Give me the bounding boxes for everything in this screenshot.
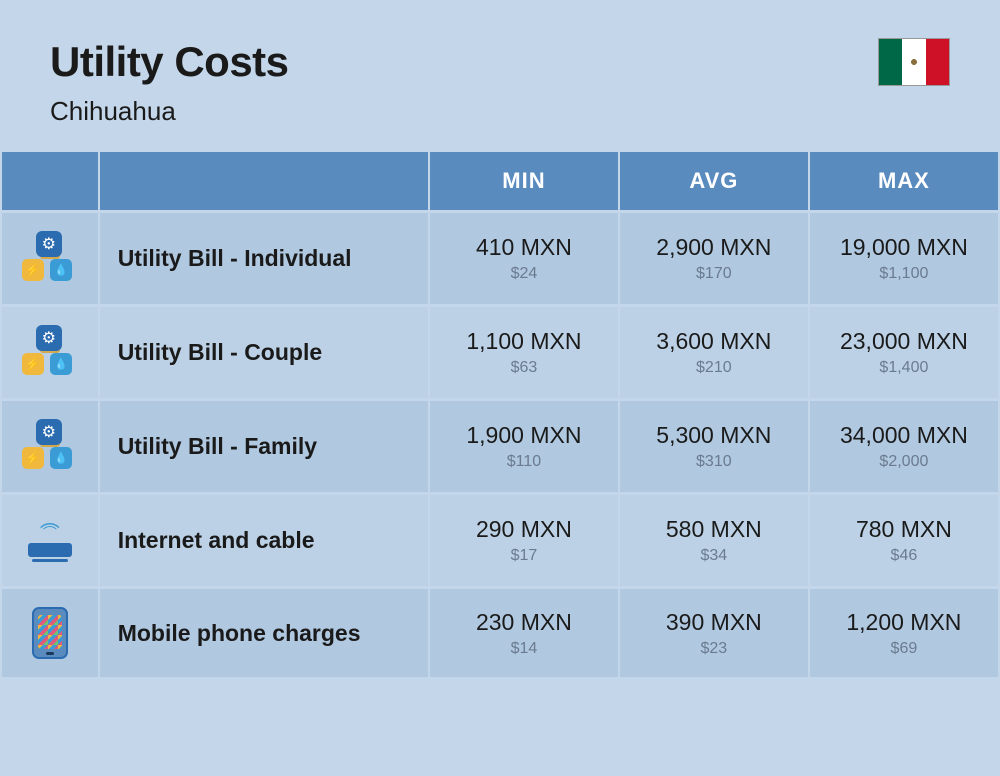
value-main: 1,100 MXN [442, 328, 606, 355]
row-icon-cell [2, 401, 98, 492]
table-row: Utility Bill - Individual 410 MXN $24 2,900… [2, 213, 998, 304]
value-main: 410 MXN [442, 234, 606, 261]
table-row: ⌒⌒ Internet and cable 290 MXN $17 580 MXN $34… [2, 495, 998, 586]
table-header-row: MIN AVG MAX [2, 152, 998, 210]
row-max: 34,000 MXN $2,000 [810, 401, 998, 492]
utility-icon [22, 325, 78, 375]
row-icon-cell [2, 213, 98, 304]
value-sub: $69 [822, 640, 986, 658]
value-main: 230 MXN [442, 609, 606, 636]
header-min: MIN [430, 152, 618, 210]
header-max: MAX [810, 152, 998, 210]
value-sub: $17 [442, 547, 606, 565]
value-main: 780 MXN [822, 516, 986, 543]
mexico-flag-icon [878, 38, 950, 86]
row-max: 23,000 MXN $1,400 [810, 307, 998, 398]
row-icon-cell: ⌒⌒ [2, 495, 98, 586]
row-min: 1,100 MXN $63 [430, 307, 618, 398]
phone-icon [32, 607, 68, 659]
value-main: 5,300 MXN [632, 422, 796, 449]
row-label: Utility Bill - Couple [100, 307, 428, 398]
row-label: Utility Bill - Family [100, 401, 428, 492]
row-min: 1,900 MXN $110 [430, 401, 618, 492]
utility-icon [22, 231, 78, 281]
value-main: 390 MXN [632, 609, 796, 636]
row-max: 19,000 MXN $1,100 [810, 213, 998, 304]
value-main: 23,000 MXN [822, 328, 986, 355]
value-main: 1,900 MXN [442, 422, 606, 449]
value-sub: $310 [632, 453, 796, 471]
row-max: 780 MXN $46 [810, 495, 998, 586]
row-icon-cell [2, 307, 98, 398]
value-sub: $24 [442, 265, 606, 283]
value-sub: $46 [822, 547, 986, 565]
value-sub: $1,100 [822, 265, 986, 283]
row-min: 290 MXN $17 [430, 495, 618, 586]
row-label: Internet and cable [100, 495, 428, 586]
row-avg: 390 MXN $23 [620, 589, 808, 677]
header-empty-label [100, 152, 428, 210]
row-label: Utility Bill - Individual [100, 213, 428, 304]
row-avg: 580 MXN $34 [620, 495, 808, 586]
table-row: Utility Bill - Couple 1,100 MXN $63 3,600 M… [2, 307, 998, 398]
table-row: Mobile phone charges 230 MXN $14 390 MXN $23… [2, 589, 998, 677]
value-sub: $110 [442, 453, 606, 471]
value-main: 1,200 MXN [822, 609, 986, 636]
value-sub: $2,000 [822, 453, 986, 471]
page-title: Utility Costs [50, 38, 950, 86]
value-main: 3,600 MXN [632, 328, 796, 355]
row-icon-cell [2, 589, 98, 677]
value-sub: $63 [442, 359, 606, 377]
header-empty-icon [2, 152, 98, 210]
value-main: 2,900 MXN [632, 234, 796, 261]
row-min: 230 MXN $14 [430, 589, 618, 677]
page-container: Utility Costs Chihuahua MIN AVG MAX Util… [0, 0, 1000, 776]
router-icon: ⌒⌒ [22, 513, 78, 563]
row-avg: 2,900 MXN $170 [620, 213, 808, 304]
value-sub: $210 [632, 359, 796, 377]
row-min: 410 MXN $24 [430, 213, 618, 304]
row-max: 1,200 MXN $69 [810, 589, 998, 677]
value-sub: $14 [442, 640, 606, 658]
header: Utility Costs Chihuahua [0, 0, 1000, 149]
row-avg: 5,300 MXN $310 [620, 401, 808, 492]
table-row: Utility Bill - Family 1,900 MXN $110 5,300 … [2, 401, 998, 492]
row-label: Mobile phone charges [100, 589, 428, 677]
value-main: 34,000 MXN [822, 422, 986, 449]
value-sub: $170 [632, 265, 796, 283]
page-subtitle: Chihuahua [50, 96, 950, 127]
value-sub: $34 [632, 547, 796, 565]
value-main: 290 MXN [442, 516, 606, 543]
value-sub: $1,400 [822, 359, 986, 377]
value-sub: $23 [632, 640, 796, 658]
utility-costs-table: MIN AVG MAX Utility Bill - Individual410… [0, 149, 1000, 680]
row-avg: 3,600 MXN $210 [620, 307, 808, 398]
value-main: 580 MXN [632, 516, 796, 543]
utility-icon [22, 419, 78, 469]
value-main: 19,000 MXN [822, 234, 986, 261]
header-avg: AVG [620, 152, 808, 210]
